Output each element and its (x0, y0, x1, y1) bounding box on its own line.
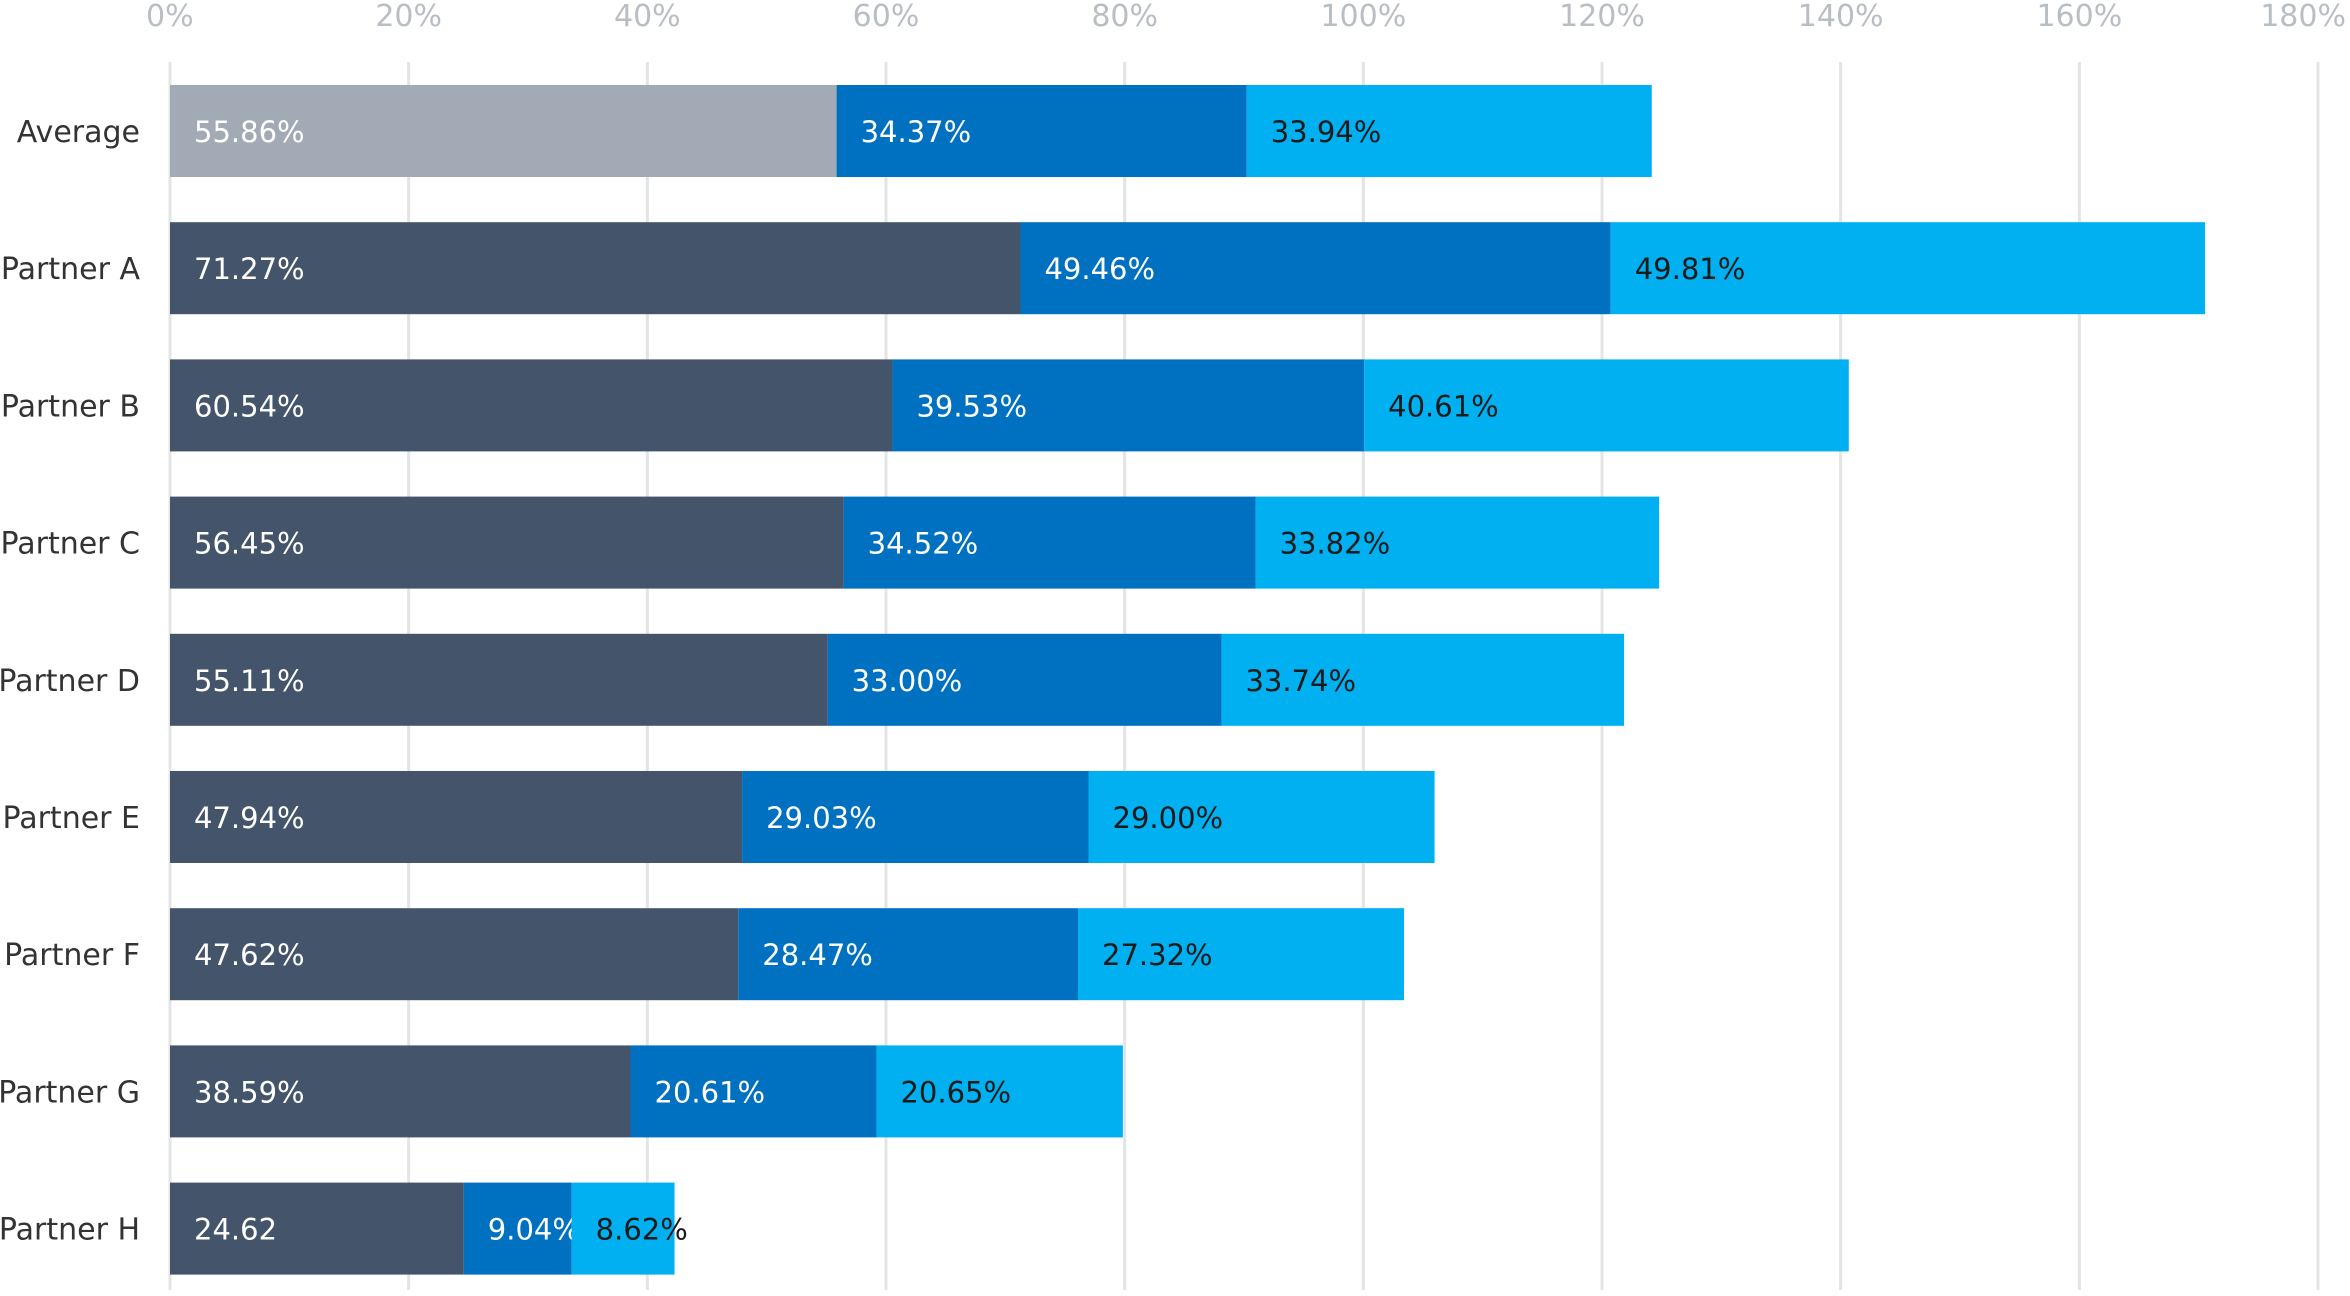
x-tick-label: 20% (375, 0, 442, 34)
bar-segment (876, 1045, 1123, 1138)
bar-value-label: 24.62 (194, 1213, 277, 1247)
bar-value-label: 49.81% (1635, 252, 1746, 286)
bar-value-label: 55.11% (194, 664, 305, 698)
bar-segment (630, 1045, 877, 1138)
bar-value-label: 39.53% (916, 389, 1027, 423)
bar-segment (892, 359, 1365, 452)
category-label: Average (17, 115, 140, 150)
bars: 55.86% 34.37% 33.94% 71.27% 49.46% 49.81% 60.5… (170, 85, 2206, 1275)
bar-value-label: 56.45% (194, 527, 305, 561)
bar-segment (170, 496, 844, 589)
x-tick-label: 0% (146, 0, 194, 34)
x-tick-label: 40% (614, 0, 681, 34)
bar-value-label: 29.03% (766, 801, 877, 835)
bar-segment (742, 771, 1089, 863)
bar-segment (571, 1182, 675, 1275)
category-labels: Average Partner A Partner B Partner C Partne… (0, 115, 140, 1248)
bar-value-label: 33.82% (1280, 527, 1391, 561)
bar-segment (170, 85, 837, 177)
bar-value-label: 20.61% (655, 1075, 766, 1109)
bar-segment (1221, 633, 1625, 726)
x-tick-label: 60% (853, 0, 920, 34)
bar-segment (170, 633, 828, 726)
x-tick-label: 120% (1559, 0, 1645, 34)
bar-value-label: 20.65% (900, 1075, 1011, 1109)
x-tick-label: 80% (1091, 0, 1158, 34)
bar-segment (1255, 496, 1660, 589)
bar-segment (836, 85, 1247, 177)
bar-value-label: 34.37% (861, 115, 972, 149)
category-label: Partner B (1, 389, 140, 424)
bar-value-label: 9.04% (488, 1213, 580, 1247)
bar-segment (1610, 222, 2206, 315)
bar-segment (170, 1182, 464, 1275)
bar-value-label: 27.32% (1102, 938, 1213, 972)
bar-segment (1088, 771, 1435, 863)
bar-value-label: 8.62% (596, 1213, 688, 1247)
bar-value-label: 47.94% (194, 801, 305, 835)
bar-segment (1078, 908, 1405, 1001)
category-label: Partner E (2, 801, 140, 836)
bar-value-label: 49.46% (1044, 252, 1155, 286)
category-label: Partner F (4, 938, 140, 973)
bar-segment (1364, 359, 1849, 452)
bar-value-label: 47.62% (194, 938, 305, 972)
bar-segment (738, 908, 1079, 1001)
bar-value-label: 38.59% (194, 1075, 305, 1109)
x-tick-label: 140% (1798, 0, 1884, 34)
bar-value-label: 33.00% (852, 664, 963, 698)
bar-segment (170, 1045, 631, 1138)
bar-value-label: 40.61% (1388, 389, 1499, 423)
bar-segment (170, 359, 893, 452)
category-label: Partner H (0, 1213, 140, 1248)
bar-value-label: 28.47% (762, 938, 873, 972)
bar-segment (170, 908, 739, 1001)
x-tick-label: 180% (2260, 0, 2346, 34)
bar-segment (1020, 222, 1611, 315)
bar-segment (170, 771, 743, 863)
x-tick-label: 160% (2036, 0, 2122, 34)
bar-segment (827, 633, 1222, 726)
bar-value-label: 34.52% (868, 527, 979, 561)
category-label: Partner G (0, 1075, 140, 1110)
bar-value-label: 33.94% (1271, 115, 1382, 149)
bar-segment (170, 222, 1021, 315)
category-label: Partner D (0, 664, 140, 699)
bar-value-label: 55.86% (194, 115, 305, 149)
bar-value-label: 29.00% (1113, 801, 1224, 835)
bar-segment (843, 496, 1256, 589)
category-label: Partner A (1, 252, 141, 287)
bar-segment (463, 1182, 572, 1275)
bar-value-label: 71.27% (194, 252, 305, 286)
bar-value-label: 33.74% (1245, 664, 1356, 698)
category-label: Partner C (0, 527, 140, 562)
bar-segment (1246, 85, 1652, 177)
x-tick-label: 100% (1320, 0, 1406, 34)
bar-value-label: 60.54% (194, 389, 305, 423)
x-axis-ticks: 0% 20% 40% 60% 80% 100% 120% 140% 160% 180% (146, 0, 2346, 34)
